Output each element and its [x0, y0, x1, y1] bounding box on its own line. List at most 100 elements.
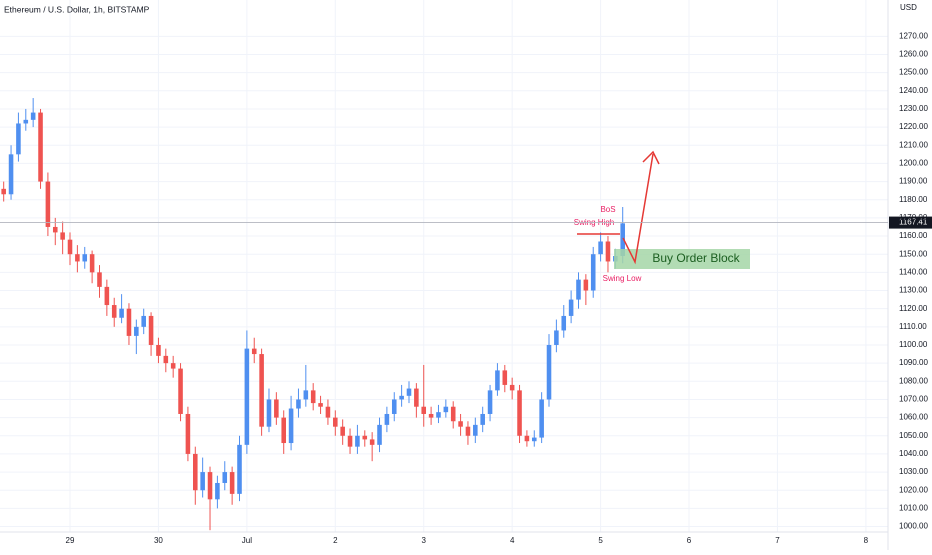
candle-body: [251, 348, 257, 355]
candle-body: [458, 421, 463, 427]
y-tick-label: 1160.00: [899, 231, 928, 240]
grid: [0, 0, 888, 532]
y-tick-label: 1070.00: [899, 395, 928, 404]
y-tick-label: 1170.00: [899, 213, 928, 222]
candle-body: [296, 399, 301, 409]
y-tick-label: 1000.00: [899, 522, 928, 531]
x-tick-label: Jul: [242, 536, 252, 545]
candle-body: [539, 399, 544, 438]
y-tick-label: 1210.00: [899, 140, 928, 149]
candle-body: [185, 413, 191, 454]
axis-unit: USD: [900, 3, 917, 12]
candle-body: [340, 426, 345, 436]
y-tick-label: 1030.00: [899, 467, 928, 476]
candle-body: [473, 424, 478, 436]
candle-body: [347, 435, 353, 447]
candle-body: [414, 388, 419, 407]
y-tick-label: 1260.00: [899, 50, 928, 59]
chart-title: Ethereum / U.S. Dollar, 1h, BITSTAMP: [4, 4, 150, 14]
candle-body: [421, 406, 427, 414]
candle-body: [8, 154, 14, 195]
y-tick-label: 1060.00: [899, 413, 928, 422]
y-tick-label: 1100.00: [899, 340, 928, 349]
y-tick-label: 1040.00: [899, 449, 928, 458]
candle-body: [554, 330, 559, 345]
swing-low-label: Swing Low: [603, 274, 642, 283]
candles: [1, 98, 625, 531]
candle-body: [60, 232, 65, 240]
candle-body: [325, 406, 331, 418]
candle-body: [546, 344, 552, 400]
candle-body: [517, 390, 522, 436]
candle-body: [583, 279, 589, 291]
candle-body: [362, 435, 368, 440]
candle-body: [355, 435, 360, 447]
x-tick-label: 30: [154, 536, 163, 545]
candle-body: [428, 413, 434, 418]
y-tick-label: 1240.00: [899, 86, 928, 95]
candle-body: [119, 308, 124, 318]
candle-body: [487, 390, 493, 414]
y-tick-label: 1080.00: [899, 376, 928, 385]
projection-arrow: [622, 153, 654, 265]
candle-body: [318, 403, 323, 407]
candle-body: [590, 254, 596, 291]
candle-body: [200, 472, 205, 491]
arrow-head: [642, 150, 660, 165]
candle-body: [399, 395, 404, 400]
candle-body: [266, 399, 272, 427]
candle-body: [465, 426, 471, 436]
order-block-box: [614, 249, 750, 269]
candle-body: [244, 348, 250, 445]
candle-body: [237, 444, 242, 494]
candle-body: [495, 370, 500, 391]
y-tick-label: 1250.00: [899, 68, 928, 77]
y-tick-label: 1010.00: [899, 504, 928, 513]
candle-body: [163, 355, 169, 364]
y-tick-label: 1120.00: [899, 304, 928, 313]
x-tick-label: 7: [775, 536, 780, 545]
candle-body: [141, 315, 146, 327]
candle-body: [274, 399, 279, 418]
y-tick-label: 1090.00: [899, 358, 928, 367]
y-tick-label: 1110.00: [899, 322, 927, 331]
candle-body: [1, 188, 6, 195]
x-tick-label: 3: [422, 536, 427, 545]
candle-body: [126, 308, 132, 336]
candle-body: [450, 406, 456, 422]
y-tick-label: 1270.00: [899, 31, 928, 40]
last-price-tag: [889, 216, 932, 229]
candle-body: [281, 417, 287, 444]
candle-body: [443, 406, 449, 413]
last-price-label: 1167.41: [899, 218, 928, 227]
candle-body: [97, 272, 102, 287]
candle-body: [509, 384, 515, 391]
candle-body: [148, 315, 154, 345]
order-block-label: Buy Order Block: [652, 251, 740, 265]
candle-body: [620, 223, 625, 257]
candle-body: [82, 254, 88, 262]
candle-body: [215, 482, 220, 500]
candle-body: [384, 413, 390, 425]
candle-body: [75, 254, 80, 262]
y-tick-label: 1230.00: [899, 104, 928, 113]
candle-body: [377, 424, 382, 445]
y-tick-label: 1200.00: [899, 159, 928, 168]
candle-body: [531, 437, 537, 442]
bos-label: BoS: [600, 205, 615, 214]
candle-body: [222, 472, 228, 483]
candle-body: [480, 413, 485, 425]
y-tick-label: 1180.00: [899, 195, 928, 204]
candle-body: [369, 439, 375, 445]
candle-body: [576, 279, 581, 300]
candle-body: [89, 254, 95, 273]
y-tick-label: 1190.00: [899, 177, 928, 186]
x-tick-label: 2: [333, 536, 338, 545]
y-tick-label: 1050.00: [899, 431, 928, 440]
candle-body: [259, 354, 264, 427]
candle-body: [38, 112, 43, 182]
candle-body: [134, 326, 139, 336]
